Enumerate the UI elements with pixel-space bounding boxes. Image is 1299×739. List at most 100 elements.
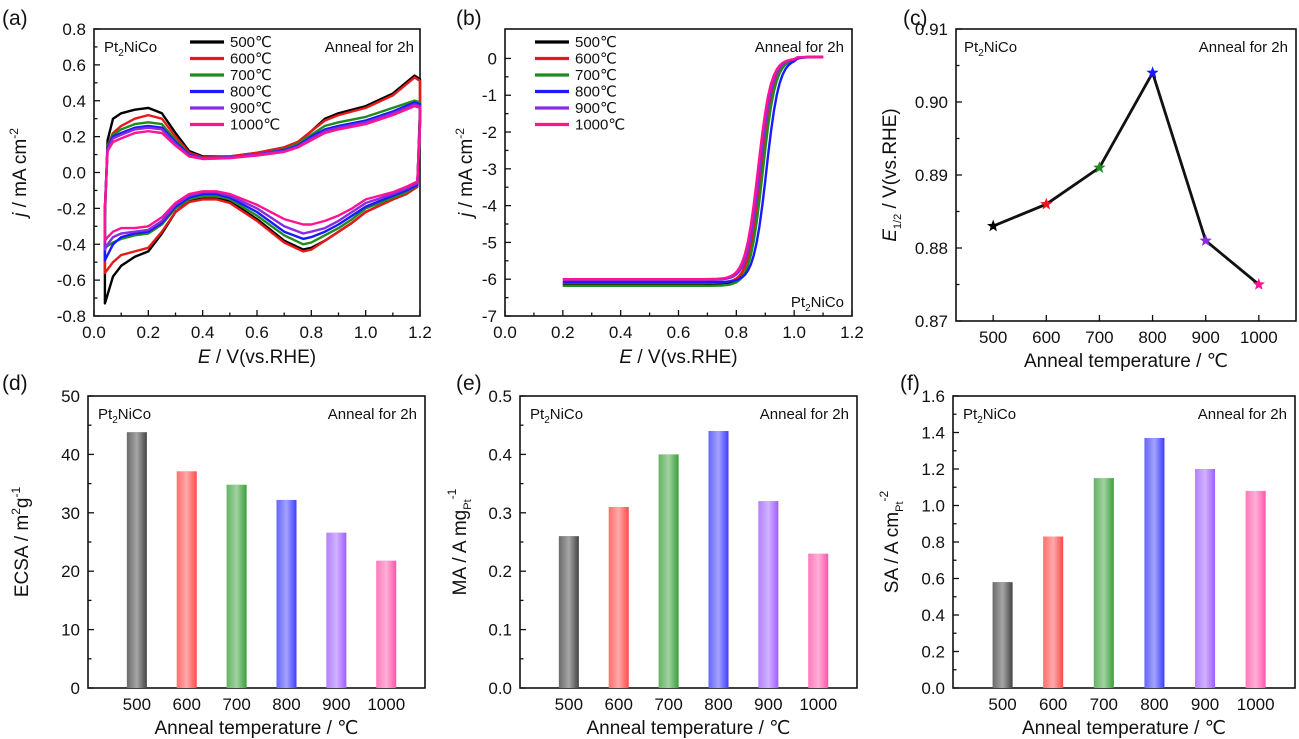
panel-label-f: (f)	[900, 372, 920, 395]
star-marker	[1093, 161, 1106, 173]
sample-label-subscript: 2	[112, 415, 118, 426]
sample-label-main: Pt	[963, 406, 978, 423]
y-tick-label: 40	[61, 445, 80, 464]
bar-highlight	[326, 532, 347, 688]
y-tick-label: 10	[61, 621, 80, 640]
y-tick-label: 0.5	[488, 387, 512, 406]
x-tick-label: 1.0	[354, 323, 378, 342]
anneal-annotation: Anneal for 2h	[328, 406, 417, 423]
anneal-annotation: Anneal for 2h	[1199, 39, 1288, 56]
y-tick-label: 0	[71, 679, 80, 698]
y-tick-label: 0.6	[62, 56, 86, 75]
x-axis-label: E / V(vs.RHE)	[619, 347, 737, 368]
y-tick-label: 50	[61, 387, 80, 406]
x-tick-label: 1000	[1237, 695, 1275, 714]
x-tick-label: 700	[222, 695, 250, 714]
x-tick-label: 0.8	[300, 323, 324, 342]
y-tick-label: 0.87	[915, 312, 948, 331]
sample-label-rest: NiCo	[983, 406, 1016, 423]
x-tick-label: 0.2	[551, 323, 575, 342]
y-axis-label-main: ECSA / m	[12, 515, 33, 597]
bar-highlight	[608, 506, 629, 688]
y-tick-label: -3	[482, 160, 497, 179]
star-marker	[1040, 197, 1053, 210]
y-axis-label-subscript: Pt	[894, 501, 906, 511]
anneal-annotation: Anneal for 2h	[325, 39, 414, 56]
sample-label-rest: NiCo	[124, 39, 157, 56]
x-tick-label: 900	[754, 695, 782, 714]
y-axis-label-superscript-2: -1	[9, 487, 23, 498]
sample-label: Pt2NiCo	[104, 39, 157, 59]
x-tick-label: 0.6	[667, 323, 691, 342]
lsv-curve	[562, 55, 824, 287]
x-axis-label-rest: / V(vs.RHE)	[211, 347, 317, 368]
y-axis-label-italic: E	[880, 229, 901, 242]
y-tick-label: -5	[482, 233, 497, 252]
y-axis-label-superscript: -1	[445, 488, 459, 499]
y-tick-label: -1	[482, 86, 497, 105]
y-axis-label-superscript: -2	[877, 490, 891, 501]
star-marker	[1146, 66, 1159, 79]
x-tick-label: 800	[1138, 328, 1166, 347]
y-tick-label: 0.91	[915, 20, 948, 39]
x-axis-label: Anneal temperature / ℃	[586, 718, 790, 739]
sample-label: Pt2NiCo	[964, 39, 1017, 59]
panel-label-a: (a)	[2, 7, 28, 30]
sample-label-subscript: 2	[805, 303, 811, 314]
y-axis-label-rest: / V(vs.RHE)	[880, 108, 901, 214]
y-axis-label-rest: / mA cm	[456, 139, 477, 213]
sample-label-main: Pt	[791, 294, 806, 311]
panel-a-cv-chart: -0.8 -0.6 -0.4 -0.2 0.0 0.2 0.4 0.6 0.8 0.0 0.2 0.4…	[7, 20, 432, 368]
y-tick-label: 1.2	[921, 460, 945, 479]
x-tick-label: 500	[555, 695, 583, 714]
x-tick-label: 0.6	[245, 323, 269, 342]
x-tick-label: 0.2	[137, 323, 161, 342]
x-tick-label: 900	[1191, 695, 1219, 714]
anneal-annotation: Anneal for 2h	[755, 39, 844, 56]
y-axis-label: MA / A mgPt-1	[445, 488, 474, 595]
sample-label-rest: NiCo	[811, 294, 844, 311]
y-tick-label: 0.1	[488, 621, 512, 640]
legend-label: 900℃	[230, 100, 272, 117]
bar-highlight	[808, 553, 829, 688]
anneal-annotation: Anneal for 2h	[1198, 406, 1287, 423]
sample-label-main: Pt	[104, 39, 119, 56]
bar-highlight	[226, 484, 247, 688]
x-tick-label: 0.0	[82, 323, 106, 342]
y-tick-label: 1.6	[921, 387, 945, 406]
panel-label-d: (d)	[2, 372, 28, 395]
x-axis-label-rest: / V(vs.RHE)	[632, 347, 738, 368]
x-axis-label: Anneal temperature / ℃	[154, 718, 358, 739]
x-tick-label: 700	[1085, 328, 1113, 347]
bar-highlight	[1144, 437, 1165, 688]
y-tick-label: -0.6	[57, 271, 86, 290]
sample-label-main: Pt	[98, 406, 113, 423]
y-axis-label: j / mA cm-2	[7, 128, 31, 220]
sample-label-rest: NiCo	[118, 406, 151, 423]
x-tick-label: 700	[654, 695, 682, 714]
x-tick-label: 700	[1090, 695, 1118, 714]
legend-label: 800℃	[230, 84, 272, 101]
y-axis-label-rest: g	[12, 498, 33, 509]
y-axis-label: E1/2 / V(vs.RHE)	[880, 108, 904, 242]
legend-label: 500℃	[575, 34, 617, 51]
y-axis-label: ECSA / m2g-1	[9, 487, 33, 598]
x-tick-label: 500	[123, 695, 151, 714]
panel-c-ehalf-chart: 0.87 0.88 0.89 0.90 0.91 500 600 700 800 900 1000 P…	[880, 20, 1297, 372]
y-tick-label: 0.4	[488, 445, 512, 464]
lsv-curve	[562, 55, 824, 281]
bar-highlight	[558, 536, 579, 688]
x-tick-label: 1000	[799, 695, 837, 714]
cv-curve	[103, 76, 422, 275]
cv-curve	[103, 104, 422, 242]
y-tick-label: 0.3	[488, 504, 512, 523]
panel-label-c: (c)	[903, 7, 928, 30]
x-axis-label: Anneal temperature / ℃	[1022, 718, 1226, 739]
y-axis-label: SA / A cmPt-2	[877, 490, 906, 593]
y-tick-label: 1.4	[921, 424, 945, 443]
bar-highlight	[1093, 478, 1114, 688]
x-tick-label: 900	[322, 695, 350, 714]
y-axis-label: j / mA cm-2	[453, 128, 477, 220]
y-tick-label: -0.4	[57, 235, 86, 254]
